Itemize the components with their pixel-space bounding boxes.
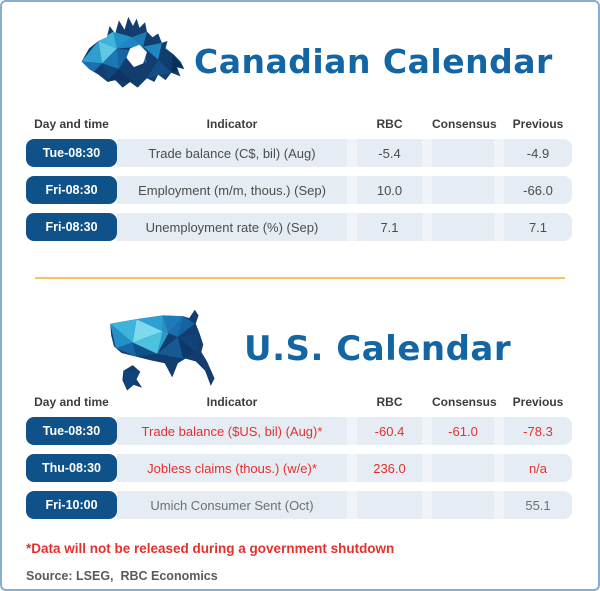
col-header-consensus: Consensus xyxy=(432,117,497,131)
consensus-value: -61.0 xyxy=(432,417,494,445)
day-time-pill: Tue-08:30 xyxy=(26,139,117,167)
col-header-day-time: Day and time xyxy=(34,395,109,409)
day-time-pill: Fri-08:30 xyxy=(26,176,117,204)
usa-map-icon xyxy=(110,309,215,391)
source-line: Source: LSEG, RBC Economics xyxy=(26,569,218,583)
consensus-value xyxy=(432,176,494,204)
consensus-value xyxy=(432,491,494,519)
col-header-indicator: Indicator xyxy=(206,395,258,409)
indicator-cell: Umich Consumer Sent (Oct) xyxy=(117,491,347,519)
previous-value: -66.0 xyxy=(504,176,572,204)
col-header-indicator: Indicator xyxy=(206,117,258,131)
rbc-value: 7.1 xyxy=(357,213,422,241)
table-row: Tue-08:30 Trade balance ($US, bil) (Aug)… xyxy=(26,417,572,445)
col-header-rbc: RBC xyxy=(376,117,403,131)
table-row: Fri-10:00 Umich Consumer Sent (Oct) 55.1 xyxy=(26,491,572,519)
day-time-pill: Fri-10:00 xyxy=(26,491,117,519)
canadian-calendar-title: Canadian Calendar xyxy=(194,42,553,81)
consensus-value xyxy=(432,213,494,241)
indicator-cell: Trade balance ($US, bil) (Aug)* xyxy=(117,417,347,445)
canadian-calendar-table: Day and time Indicator RBC Consensus Pre… xyxy=(26,111,572,241)
us-calendar-title: U.S. Calendar xyxy=(244,329,512,369)
col-header-day-time: Day and time xyxy=(34,117,109,131)
table-row: Fri-08:30 Employment (m/m, thous.) (Sep)… xyxy=(26,176,572,204)
canadian-section-header: Canadian Calendar xyxy=(2,2,598,109)
us-section-header: U.S. Calendar xyxy=(2,279,598,399)
canada-map-icon xyxy=(81,16,185,88)
previous-value: 7.1 xyxy=(504,213,572,241)
rbc-value: -60.4 xyxy=(357,417,422,445)
table-row: Thu-08:30 Jobless claims (thous.) (w/e)*… xyxy=(26,454,572,482)
rbc-value: 236.0 xyxy=(357,454,422,482)
rbc-value xyxy=(357,491,422,519)
indicator-cell: Jobless claims (thous.) (w/e)* xyxy=(117,454,347,482)
indicator-cell: Trade balance (C$, bil) (Aug) xyxy=(117,139,347,167)
day-time-pill: Thu-08:30 xyxy=(26,454,117,482)
consensus-value xyxy=(432,139,494,167)
table-row: Fri-08:30 Unemployment rate (%) (Sep) 7.… xyxy=(26,213,572,241)
table-row: Tue-08:30 Trade balance (C$, bil) (Aug) … xyxy=(26,139,572,167)
col-header-rbc: RBC xyxy=(376,395,403,409)
canadian-table-header: Day and time Indicator RBC Consensus Pre… xyxy=(26,111,572,139)
previous-value: 55.1 xyxy=(504,491,572,519)
indicator-cell: Employment (m/m, thous.) (Sep) xyxy=(117,176,347,204)
previous-value: n/a xyxy=(504,454,572,482)
consensus-value xyxy=(432,454,494,482)
us-table-header: Day and time Indicator RBC Consensus Pre… xyxy=(26,389,572,417)
indicator-cell: Unemployment rate (%) (Sep) xyxy=(117,213,347,241)
rbc-value: 10.0 xyxy=(357,176,422,204)
us-calendar-table: Day and time Indicator RBC Consensus Pre… xyxy=(26,389,572,519)
col-header-previous: Previous xyxy=(512,117,564,131)
col-header-previous: Previous xyxy=(512,395,564,409)
section-divider xyxy=(35,277,565,279)
day-time-pill: Fri-08:30 xyxy=(26,213,117,241)
previous-value: -4.9 xyxy=(504,139,572,167)
col-header-consensus: Consensus xyxy=(432,395,497,409)
rbc-value: -5.4 xyxy=(357,139,422,167)
previous-value: -78.3 xyxy=(504,417,572,445)
shutdown-footnote: *Data will not be released during a gove… xyxy=(26,541,395,556)
day-time-pill: Tue-08:30 xyxy=(26,417,117,445)
